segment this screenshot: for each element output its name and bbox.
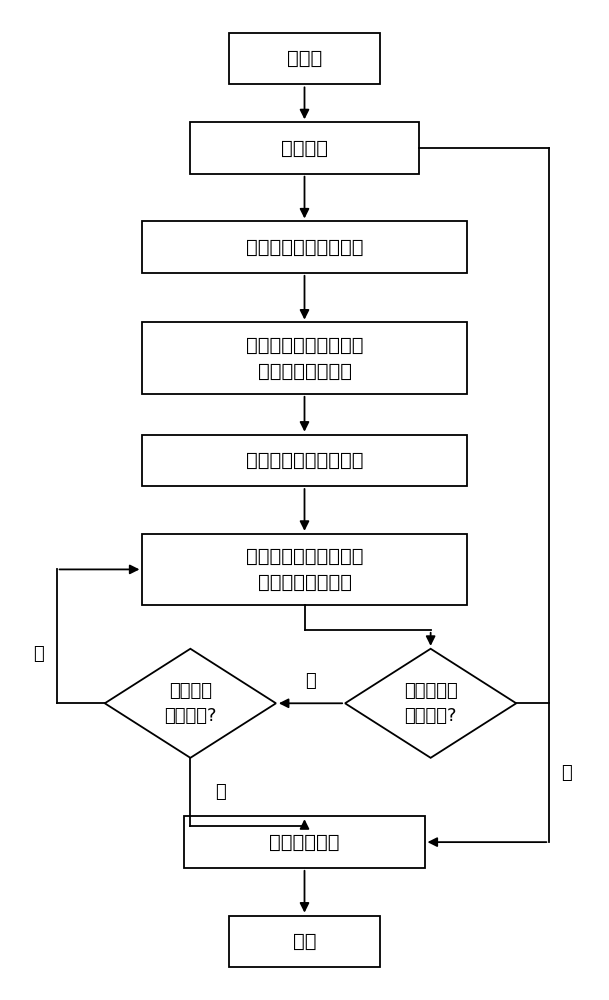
Text: 否: 否 bbox=[305, 672, 316, 690]
Bar bbox=[143, 435, 466, 486]
Text: 初始化: 初始化 bbox=[287, 49, 322, 68]
Text: 是: 是 bbox=[215, 783, 226, 801]
Text: 是: 是 bbox=[561, 764, 571, 782]
Bar bbox=[230, 33, 379, 84]
Bar bbox=[185, 816, 424, 868]
Text: 校验节点进行信息更新: 校验节点进行信息更新 bbox=[246, 451, 363, 470]
Polygon shape bbox=[345, 649, 516, 758]
Bar bbox=[143, 534, 466, 605]
Text: 变量节点进行传送给校
验节点的信息更新: 变量节点进行传送给校 验节点的信息更新 bbox=[246, 547, 363, 592]
Text: 检测节点进行信息更新: 检测节点进行信息更新 bbox=[246, 238, 363, 257]
Text: 结束: 结束 bbox=[293, 932, 316, 951]
Polygon shape bbox=[105, 649, 276, 758]
Text: 输出译码结果: 输出译码结果 bbox=[269, 833, 340, 852]
Text: 否: 否 bbox=[33, 645, 44, 663]
Bar bbox=[143, 221, 466, 273]
Text: 循环次数达
到最大值?: 循环次数达 到最大值? bbox=[404, 682, 457, 725]
Text: 校验和为
全零向量?: 校验和为 全零向量? bbox=[164, 682, 217, 725]
Bar bbox=[143, 322, 466, 394]
Text: 信号检测: 信号检测 bbox=[281, 138, 328, 157]
Bar bbox=[230, 916, 379, 967]
Bar bbox=[191, 122, 418, 174]
Text: 变量节点进行传送给检
测节点的信息更新: 变量节点进行传送给检 测节点的信息更新 bbox=[246, 335, 363, 381]
